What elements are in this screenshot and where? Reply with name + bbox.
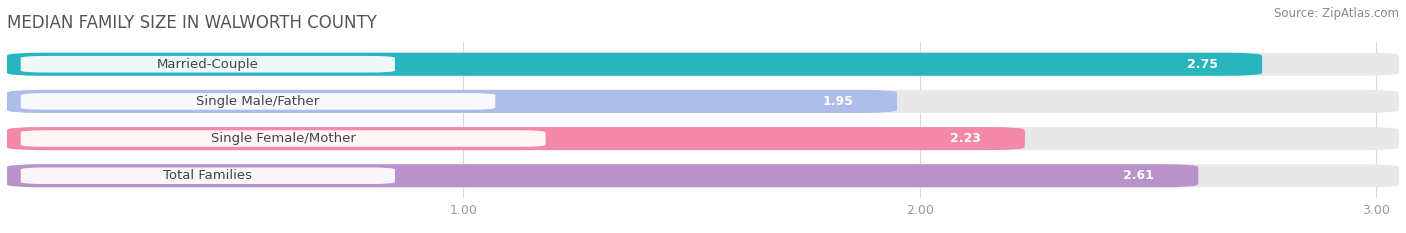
FancyBboxPatch shape <box>7 127 1399 150</box>
Text: Total Families: Total Families <box>163 169 252 182</box>
Text: MEDIAN FAMILY SIZE IN WALWORTH COUNTY: MEDIAN FAMILY SIZE IN WALWORTH COUNTY <box>7 14 377 32</box>
Text: Married-Couple: Married-Couple <box>157 58 259 71</box>
Text: Single Male/Father: Single Male/Father <box>197 95 319 108</box>
Text: Source: ZipAtlas.com: Source: ZipAtlas.com <box>1274 7 1399 20</box>
FancyBboxPatch shape <box>1143 56 1263 72</box>
FancyBboxPatch shape <box>7 90 1399 113</box>
FancyBboxPatch shape <box>7 127 1025 150</box>
Text: 2.61: 2.61 <box>1123 169 1154 182</box>
FancyBboxPatch shape <box>7 53 1263 76</box>
FancyBboxPatch shape <box>1080 168 1198 184</box>
FancyBboxPatch shape <box>21 93 495 110</box>
FancyBboxPatch shape <box>7 164 1198 187</box>
FancyBboxPatch shape <box>905 130 1025 147</box>
FancyBboxPatch shape <box>7 164 1399 187</box>
Text: 2.75: 2.75 <box>1187 58 1218 71</box>
FancyBboxPatch shape <box>7 53 1399 76</box>
Text: Single Female/Mother: Single Female/Mother <box>211 132 356 145</box>
FancyBboxPatch shape <box>7 90 897 113</box>
FancyBboxPatch shape <box>21 130 546 147</box>
FancyBboxPatch shape <box>21 168 395 184</box>
FancyBboxPatch shape <box>21 56 395 72</box>
FancyBboxPatch shape <box>779 93 897 110</box>
Text: 1.95: 1.95 <box>823 95 853 108</box>
Text: 2.23: 2.23 <box>950 132 981 145</box>
